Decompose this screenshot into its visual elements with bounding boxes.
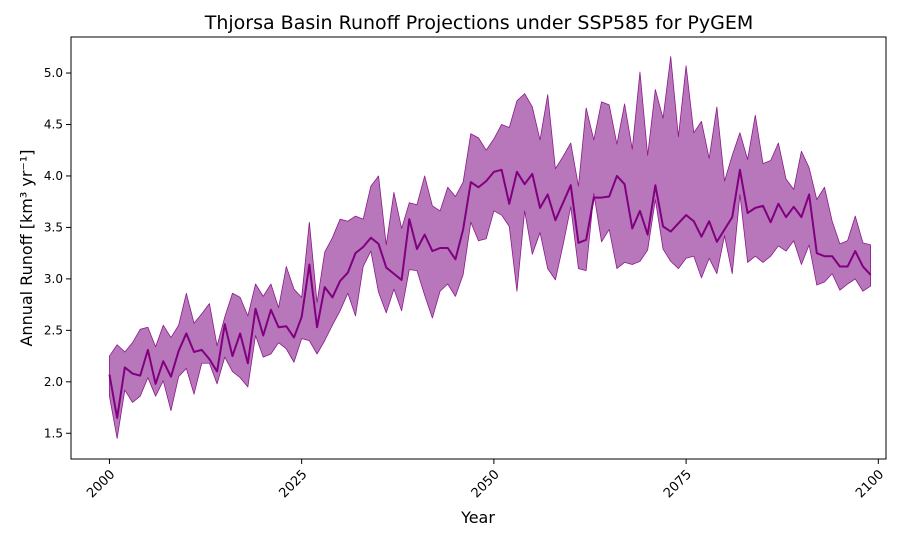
y-tick-label: 2.5 (44, 323, 63, 337)
chart-title: Thjorsa Basin Runoff Projections under S… (204, 12, 754, 34)
y-tick-label: 1.5 (44, 426, 63, 440)
plot-area (108, 56, 872, 439)
median-line (108, 168, 872, 419)
y-tick-label: 3.5 (44, 220, 63, 234)
y-tick-label: 4.5 (44, 117, 63, 131)
x-tick-label: 2075 (661, 467, 695, 501)
y-axis-label: Annual Runoff [km³ yr⁻¹] (17, 149, 36, 346)
y-tick-label: 2.0 (44, 375, 63, 389)
x-tick-label: 2000 (84, 467, 118, 501)
y-tick-label: 5.0 (44, 66, 63, 80)
axes: 1.5 2.0 2.5 3.0 3.5 4.0 4.5 5.0 2000 2025 2050 2075… (44, 66, 887, 501)
plot-frame (70, 36, 887, 460)
x-tick-label: 2025 (276, 467, 310, 501)
y-tick-label: 3.0 (44, 272, 63, 286)
x-tick-label: 2100 (853, 467, 887, 501)
x-axis-label: Year (460, 508, 495, 527)
x-tick-label: 2050 (469, 467, 503, 501)
y-tick-label: 4.0 (44, 169, 63, 183)
uncertainty-band (109, 56, 872, 439)
